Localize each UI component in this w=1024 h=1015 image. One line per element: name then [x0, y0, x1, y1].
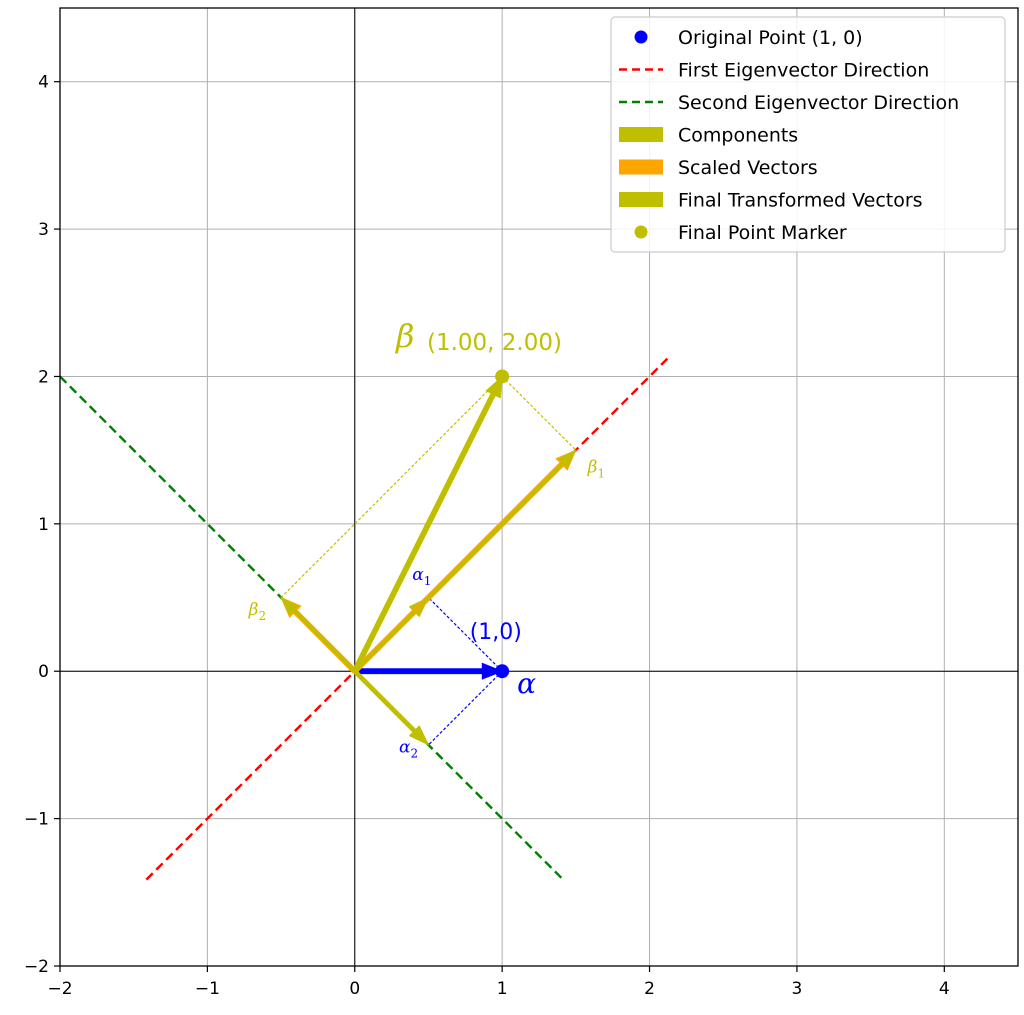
legend-marker-patch	[619, 192, 663, 207]
y-tick-label: 3	[38, 220, 49, 240]
legend-label: Final Point Marker	[678, 222, 847, 244]
beta-1-label: β1	[587, 457, 605, 480]
legend-marker-dot	[634, 30, 648, 44]
y-tick-label: 1	[38, 515, 49, 535]
alpha-2-label: α2	[399, 737, 418, 760]
legend-label: Final Transformed Vectors	[678, 190, 923, 212]
x-tick-label: −1	[195, 979, 220, 999]
legend-label: Second Eigenvector Direction	[678, 92, 959, 114]
beta-label: β	[395, 317, 415, 355]
legend-marker-patch	[619, 159, 663, 175]
x-tick-label: 3	[792, 979, 803, 999]
alpha-2-label-base: α	[399, 737, 411, 757]
tick-layer: −2 −1 0 1 2 3 4 −2 −1 0 1 2 3 4	[24, 73, 950, 999]
legend-entry: Components	[619, 125, 798, 147]
plot-area	[60, 357, 669, 881]
x-tick-label: 4	[939, 979, 950, 999]
original-point	[495, 664, 510, 679]
x-tick-label: 1	[497, 979, 508, 999]
y-tick-label: 2	[38, 367, 49, 387]
y-tick-label: −2	[24, 957, 49, 977]
projection-guide	[428, 597, 503, 672]
y-tick-label: 4	[38, 73, 49, 93]
legend-marker-dot	[634, 225, 648, 239]
zero-axes	[60, 8, 1018, 966]
beta-1-label-subscript: 1	[597, 466, 605, 480]
alpha-2-component-vector	[352, 669, 430, 746]
alpha-1-label-subscript: 1	[424, 574, 432, 588]
plot-frame	[59, 7, 1019, 967]
beta-vector	[351, 375, 503, 673]
legend-entry: First Eigenvector Direction	[619, 60, 929, 82]
legend-entry: Original Point (1, 0)	[634, 27, 863, 49]
alpha-1-label: α1	[412, 565, 431, 588]
final-point	[495, 369, 510, 384]
legend-entry: Second Eigenvector Direction	[619, 92, 959, 114]
beta-2-label: β2	[248, 600, 266, 623]
y-tick-label: 0	[38, 662, 49, 682]
legend-label: Components	[678, 125, 798, 147]
beta-1-label-base: β	[587, 457, 598, 477]
alpha-vector	[354, 662, 504, 680]
legend-label: Scaled Vectors	[678, 157, 818, 179]
legend-entry: Final Point Marker	[634, 222, 847, 244]
legend-label: Original Point (1, 0)	[678, 27, 863, 49]
legend-label: First Eigenvector Direction	[678, 60, 929, 82]
alpha-coord-label: (1,0)	[470, 620, 522, 645]
x-tick-label: 0	[349, 979, 360, 999]
legend-box	[610, 16, 1006, 253]
legend-entry: Scaled Vectors	[619, 157, 818, 179]
alpha-1-label-base: α	[412, 565, 424, 585]
beta-1-final-vector	[353, 449, 577, 673]
beta-coord-label: (1.00, 2.00)	[427, 330, 562, 356]
beta-2-label-subscript: 2	[258, 609, 266, 623]
legend: Original Point (1, 0) First Eigenvector D…	[610, 16, 1006, 253]
beta-2-label-base: β	[248, 600, 259, 620]
x-tick-label: −2	[47, 979, 72, 999]
projection-guide	[428, 670, 503, 746]
projection-guide	[501, 376, 577, 451]
alpha-2-label-subscript: 2	[410, 746, 418, 760]
legend-marker-patch	[619, 127, 663, 142]
beta-2-final-vector	[280, 596, 357, 673]
alpha-label: α	[517, 667, 536, 700]
y-tick-label: −1	[24, 810, 49, 830]
x-tick-label: 2	[644, 979, 655, 999]
legend-entry: Final Transformed Vectors	[619, 190, 923, 212]
projection-guide	[280, 376, 503, 598]
